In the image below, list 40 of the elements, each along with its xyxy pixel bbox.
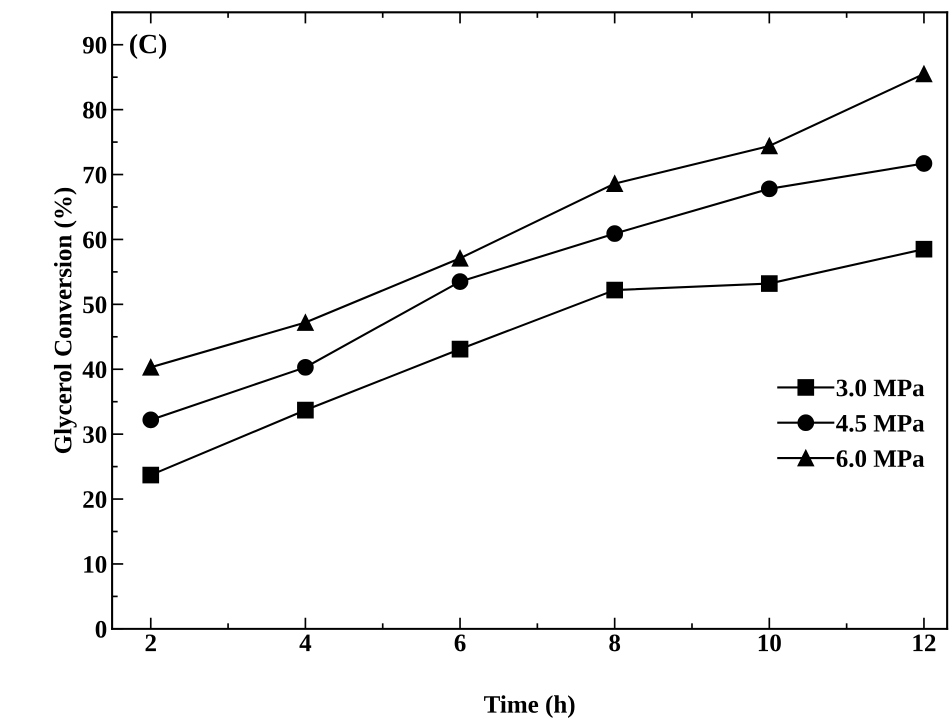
x-axis-title: Time (h): [484, 695, 574, 718]
x-tick-label: 6: [454, 634, 466, 652]
y-tick-label: 70: [84, 166, 106, 184]
y-tick-label: 80: [83, 102, 106, 119]
x-tick-label: 12: [913, 634, 936, 652]
legend-label: 6.0 MPa: [836, 450, 924, 468]
y-tick-label: 10: [84, 556, 106, 573]
y-tick-label: 50: [83, 296, 106, 314]
y-tick-label: 0: [96, 620, 106, 638]
point: [297, 402, 314, 418]
point: [142, 466, 160, 484]
point: [606, 225, 624, 242]
point: [297, 314, 314, 331]
x-tick-label: 2: [146, 634, 156, 652]
point: [760, 180, 778, 198]
point: [142, 358, 160, 376]
point: [297, 358, 314, 376]
x-tick-label: 10: [758, 634, 781, 652]
point: [606, 175, 624, 192]
y-tick-label: 90: [82, 36, 106, 54]
point: [452, 340, 468, 358]
point: [916, 66, 932, 82]
point: [916, 240, 932, 258]
point: [760, 138, 778, 154]
point: [760, 275, 778, 292]
y-tick-label: 40: [82, 361, 106, 378]
x-tick-label: 4: [299, 634, 312, 652]
y-tick-label: 20: [83, 491, 106, 508]
point: [452, 250, 468, 267]
y-tick-label: 30: [83, 426, 106, 444]
y-axis-title: Glycerol Conversion (%): [54, 188, 77, 454]
point: [606, 282, 624, 298]
y-tick-label: 60: [83, 231, 106, 248]
point: [452, 273, 468, 290]
legend-label: 3.0 MPa: [836, 380, 924, 397]
annotation: (C): [130, 34, 166, 60]
x-tick-label: 8: [609, 634, 620, 652]
point: [916, 155, 932, 172]
point: [142, 412, 160, 428]
legend-label: 4.5 MPa: [836, 415, 924, 432]
